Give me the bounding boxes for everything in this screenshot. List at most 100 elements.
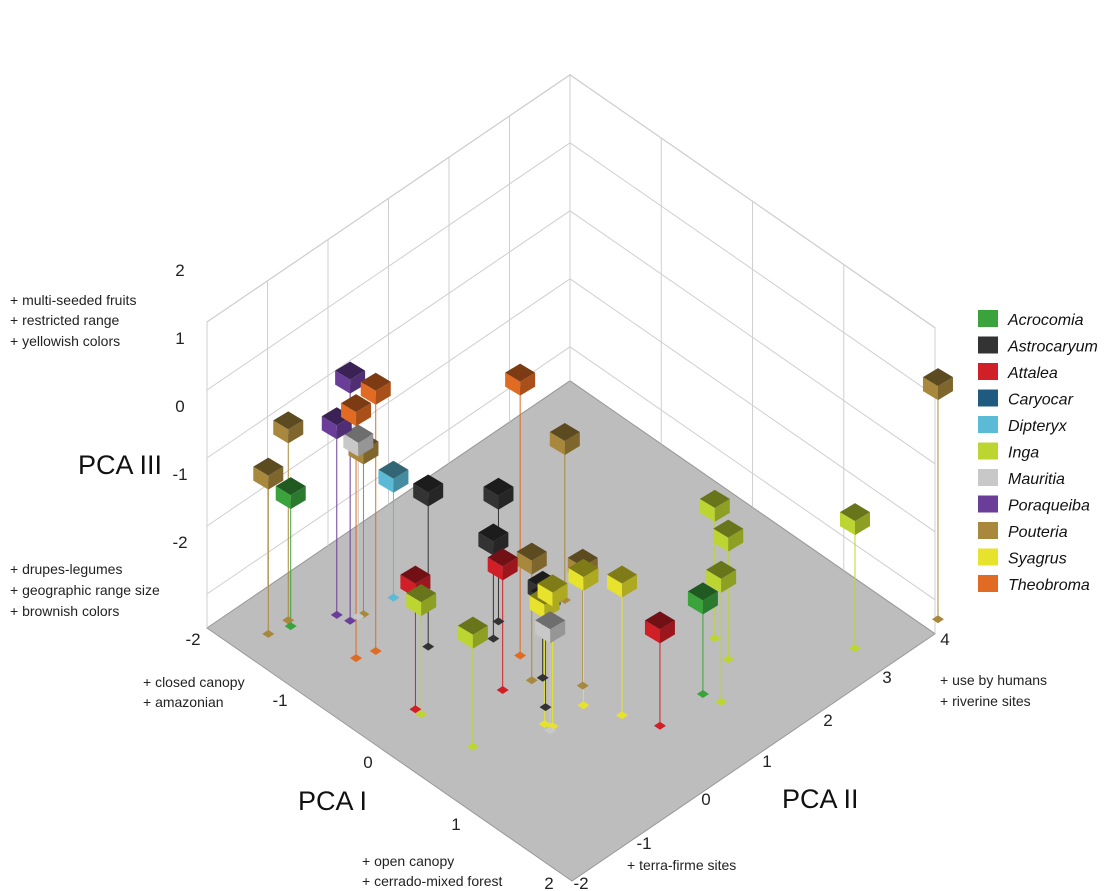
cube-right-face: [336, 416, 352, 440]
cube-right-face: [363, 441, 379, 465]
grid-line: [569, 210, 936, 465]
cube-right-face: [721, 569, 737, 593]
x-tick-label: -1: [272, 691, 287, 710]
cube-left-face: [568, 567, 584, 591]
cube-right-face: [428, 483, 444, 507]
legend: Acrocomia Astrocaryum Attalea Caryocar Dipte…: [978, 310, 1098, 594]
cube-left-face: [483, 486, 499, 510]
data-point: [713, 519, 744, 552]
legend-label: Attalea: [1007, 365, 1058, 382]
cube-right-face: [502, 557, 518, 581]
annotation-line: + yellowish colors: [10, 333, 120, 349]
point-shadow: [722, 655, 735, 664]
z-tick-label: 2: [175, 261, 184, 280]
point-shadow: [352, 612, 365, 621]
point-shadow: [536, 673, 549, 682]
data-point: [335, 361, 366, 394]
data-point: [360, 372, 391, 405]
data-point: [341, 394, 372, 427]
cube-left-face: [535, 620, 551, 644]
point-shadow: [525, 676, 538, 685]
legend-swatch: [978, 442, 998, 460]
point-shadow: [487, 634, 500, 643]
cube-left-face: [839, 512, 855, 536]
cube-top-face: [360, 372, 391, 391]
point-shadow: [466, 742, 479, 751]
cube-left-face: [699, 498, 715, 522]
point-shadow: [931, 615, 944, 624]
y-tick-label: 4: [940, 630, 949, 649]
grid-line: [206, 74, 571, 323]
cube-top-face: [457, 616, 488, 635]
point-shadow: [514, 651, 527, 660]
legend-swatch: [978, 495, 998, 513]
legend-item: Syagrus: [978, 548, 1067, 568]
y-tick-label: 1: [762, 752, 771, 771]
annotation-line: + open canopy: [362, 853, 454, 869]
point-shadow: [615, 711, 628, 720]
cube-left-face: [537, 583, 553, 607]
data-point: [687, 582, 718, 615]
y-low-note: + terra-firme sites: [627, 857, 736, 873]
data-point: [699, 489, 730, 522]
data-point: [505, 363, 536, 396]
legend-label: Astrocaryum: [1007, 339, 1098, 356]
cube-left-face: [275, 486, 291, 510]
cube-top-face: [644, 611, 675, 630]
x-axis-title: PCA I: [298, 786, 367, 816]
annotation-line: + riverine sites: [940, 693, 1031, 709]
legend-label: Pouteria: [1008, 524, 1068, 541]
cube-top-face: [505, 363, 536, 382]
cube-top-face: [478, 523, 509, 542]
cube-top-face: [568, 558, 599, 577]
grid-line: [569, 278, 936, 533]
cube-right-face: [702, 591, 718, 615]
cube-left-face: [406, 593, 422, 617]
data-point: [253, 457, 284, 490]
point-shadow: [708, 634, 721, 643]
legend-item: Caryocar: [978, 389, 1074, 409]
cube-left-face: [273, 420, 289, 444]
legend-label: Inga: [1008, 445, 1039, 462]
cube-right-face: [358, 433, 374, 457]
point-shadow: [544, 726, 557, 735]
cube-top-face: [516, 542, 547, 561]
legend-label: Syagrus: [1008, 551, 1067, 568]
cube-top-face: [606, 565, 637, 584]
cube-top-face: [549, 423, 580, 442]
data-point: [568, 558, 599, 591]
cube-top-face: [706, 560, 737, 579]
z-axis-title: PCA III: [78, 450, 162, 480]
cube-right-face: [550, 620, 566, 644]
cube-left-face: [706, 569, 722, 593]
legend-item: Poraqueiba: [978, 495, 1090, 515]
legend-swatch: [978, 310, 998, 327]
point-shadow: [344, 616, 357, 625]
point-shadow: [848, 644, 861, 653]
z-low-note: + drupes-legumes + geographic range size…: [10, 561, 160, 619]
point-shadow: [539, 703, 552, 712]
cube-top-face: [922, 368, 953, 387]
cube-top-face: [537, 574, 568, 593]
point-shadow: [492, 617, 505, 626]
data-point: [487, 548, 518, 581]
point-shadow: [715, 697, 728, 706]
cube-top-face: [378, 460, 409, 479]
y-high-note: + use by humans + riverine sites: [940, 672, 1047, 709]
z-tick-label: -2: [172, 533, 187, 552]
grid-line: [569, 142, 936, 397]
data-point: [457, 616, 488, 649]
cube-top-face: [400, 565, 431, 584]
legend-item: Theobroma: [978, 575, 1090, 594]
cube-left-face: [487, 557, 503, 581]
data-point: [483, 477, 514, 510]
data-point: [537, 574, 568, 607]
point-shadow: [282, 616, 295, 625]
cube-top-face: [483, 477, 514, 496]
data-point: [273, 411, 304, 444]
z-tick-labels: 2 1 0 -1 -2: [172, 261, 187, 552]
grid-line: [569, 346, 936, 601]
cube-top-face: [253, 457, 284, 476]
cube-right-face: [621, 574, 637, 598]
